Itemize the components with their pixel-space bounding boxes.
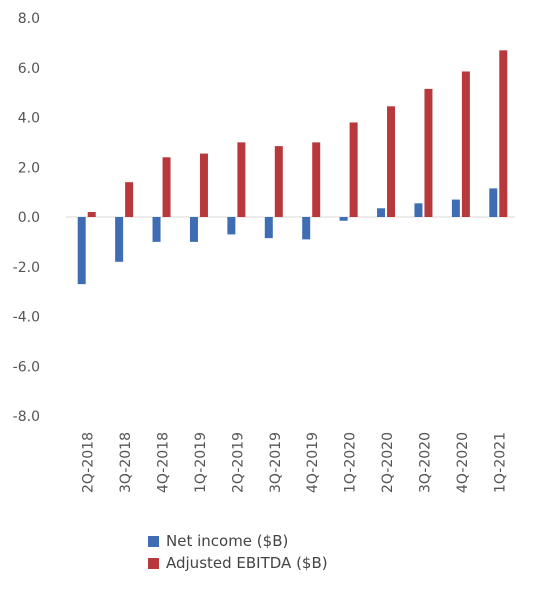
adjusted-ebitda-bar <box>387 106 396 217</box>
net-income-bar <box>339 217 348 221</box>
net-income-bar <box>115 217 124 262</box>
y-tick-label: 8.0 <box>18 11 40 27</box>
net-income-bar <box>302 217 311 240</box>
net-income-bar <box>77 217 86 285</box>
adjusted-ebitda-bar <box>424 88 433 217</box>
net-income-bar <box>414 203 423 217</box>
adjusted-ebitda-bar <box>125 182 134 217</box>
bars <box>77 50 508 285</box>
adjusted-ebitda-bar <box>199 153 208 217</box>
x-tick-label: 1Q-2019 <box>193 432 209 493</box>
x-tick-label: 3Q-2018 <box>118 432 134 493</box>
net-income-bar <box>189 217 198 242</box>
net-income-bar <box>489 188 498 217</box>
legend-swatch <box>148 536 159 547</box>
legend: Net income ($B) Adjusted EBITDA ($B) <box>148 532 328 572</box>
adjusted-ebitda-bar <box>87 212 96 217</box>
x-tick-label: 4Q-2020 <box>455 432 471 493</box>
y-tick-label: 6.0 <box>18 61 40 77</box>
net-income-bar <box>264 217 273 239</box>
net-income-bar <box>227 217 236 235</box>
y-tick-label: -4.0 <box>13 310 40 326</box>
y-tick-label: 2.0 <box>18 160 40 176</box>
legend-swatch <box>148 558 159 569</box>
legend-label: Net income ($B) <box>166 532 288 550</box>
x-tick-label: 2Q-2018 <box>81 432 97 493</box>
x-tick-label: 1Q-2021 <box>492 432 508 493</box>
legend-label: Adjusted EBITDA ($B) <box>166 554 328 572</box>
y-tick-label: -6.0 <box>13 359 40 375</box>
x-tick-label: 2Q-2020 <box>380 432 396 493</box>
adjusted-ebitda-bar <box>349 122 358 217</box>
y-tick-label: -2.0 <box>13 260 40 276</box>
adjusted-ebitda-bar <box>162 157 171 217</box>
net-income-bar <box>152 217 161 242</box>
adjusted-ebitda-bar <box>237 142 246 217</box>
x-tick-label: 3Q-2019 <box>268 432 284 493</box>
x-tick-label: 1Q-2020 <box>343 432 359 493</box>
net-income-bar <box>377 208 386 217</box>
y-tick-label: 4.0 <box>18 111 40 127</box>
y-tick-label: 0.0 <box>18 210 40 226</box>
y-axis: 8.0 6.0 4.0 2.0 0.0 -2.0 -4.0 -6.0 -8.0 <box>13 11 40 425</box>
adjusted-ebitda-bar <box>312 142 321 217</box>
x-tick-label: 3Q-2020 <box>417 432 433 493</box>
adjusted-ebitda-bar <box>274 146 283 217</box>
x-tick-label: 4Q-2018 <box>156 432 172 493</box>
x-tick-label: 4Q-2019 <box>305 432 321 493</box>
net-income-bar <box>451 199 460 217</box>
x-axis: 2Q-2018 3Q-2018 4Q-2018 1Q-2019 2Q-2019 3Q-20… <box>81 432 509 493</box>
y-tick-label: -8.0 <box>13 409 40 425</box>
adjusted-ebitda-bar <box>461 71 470 217</box>
x-tick-label: 2Q-2019 <box>230 432 246 493</box>
adjusted-ebitda-bar <box>499 50 508 218</box>
